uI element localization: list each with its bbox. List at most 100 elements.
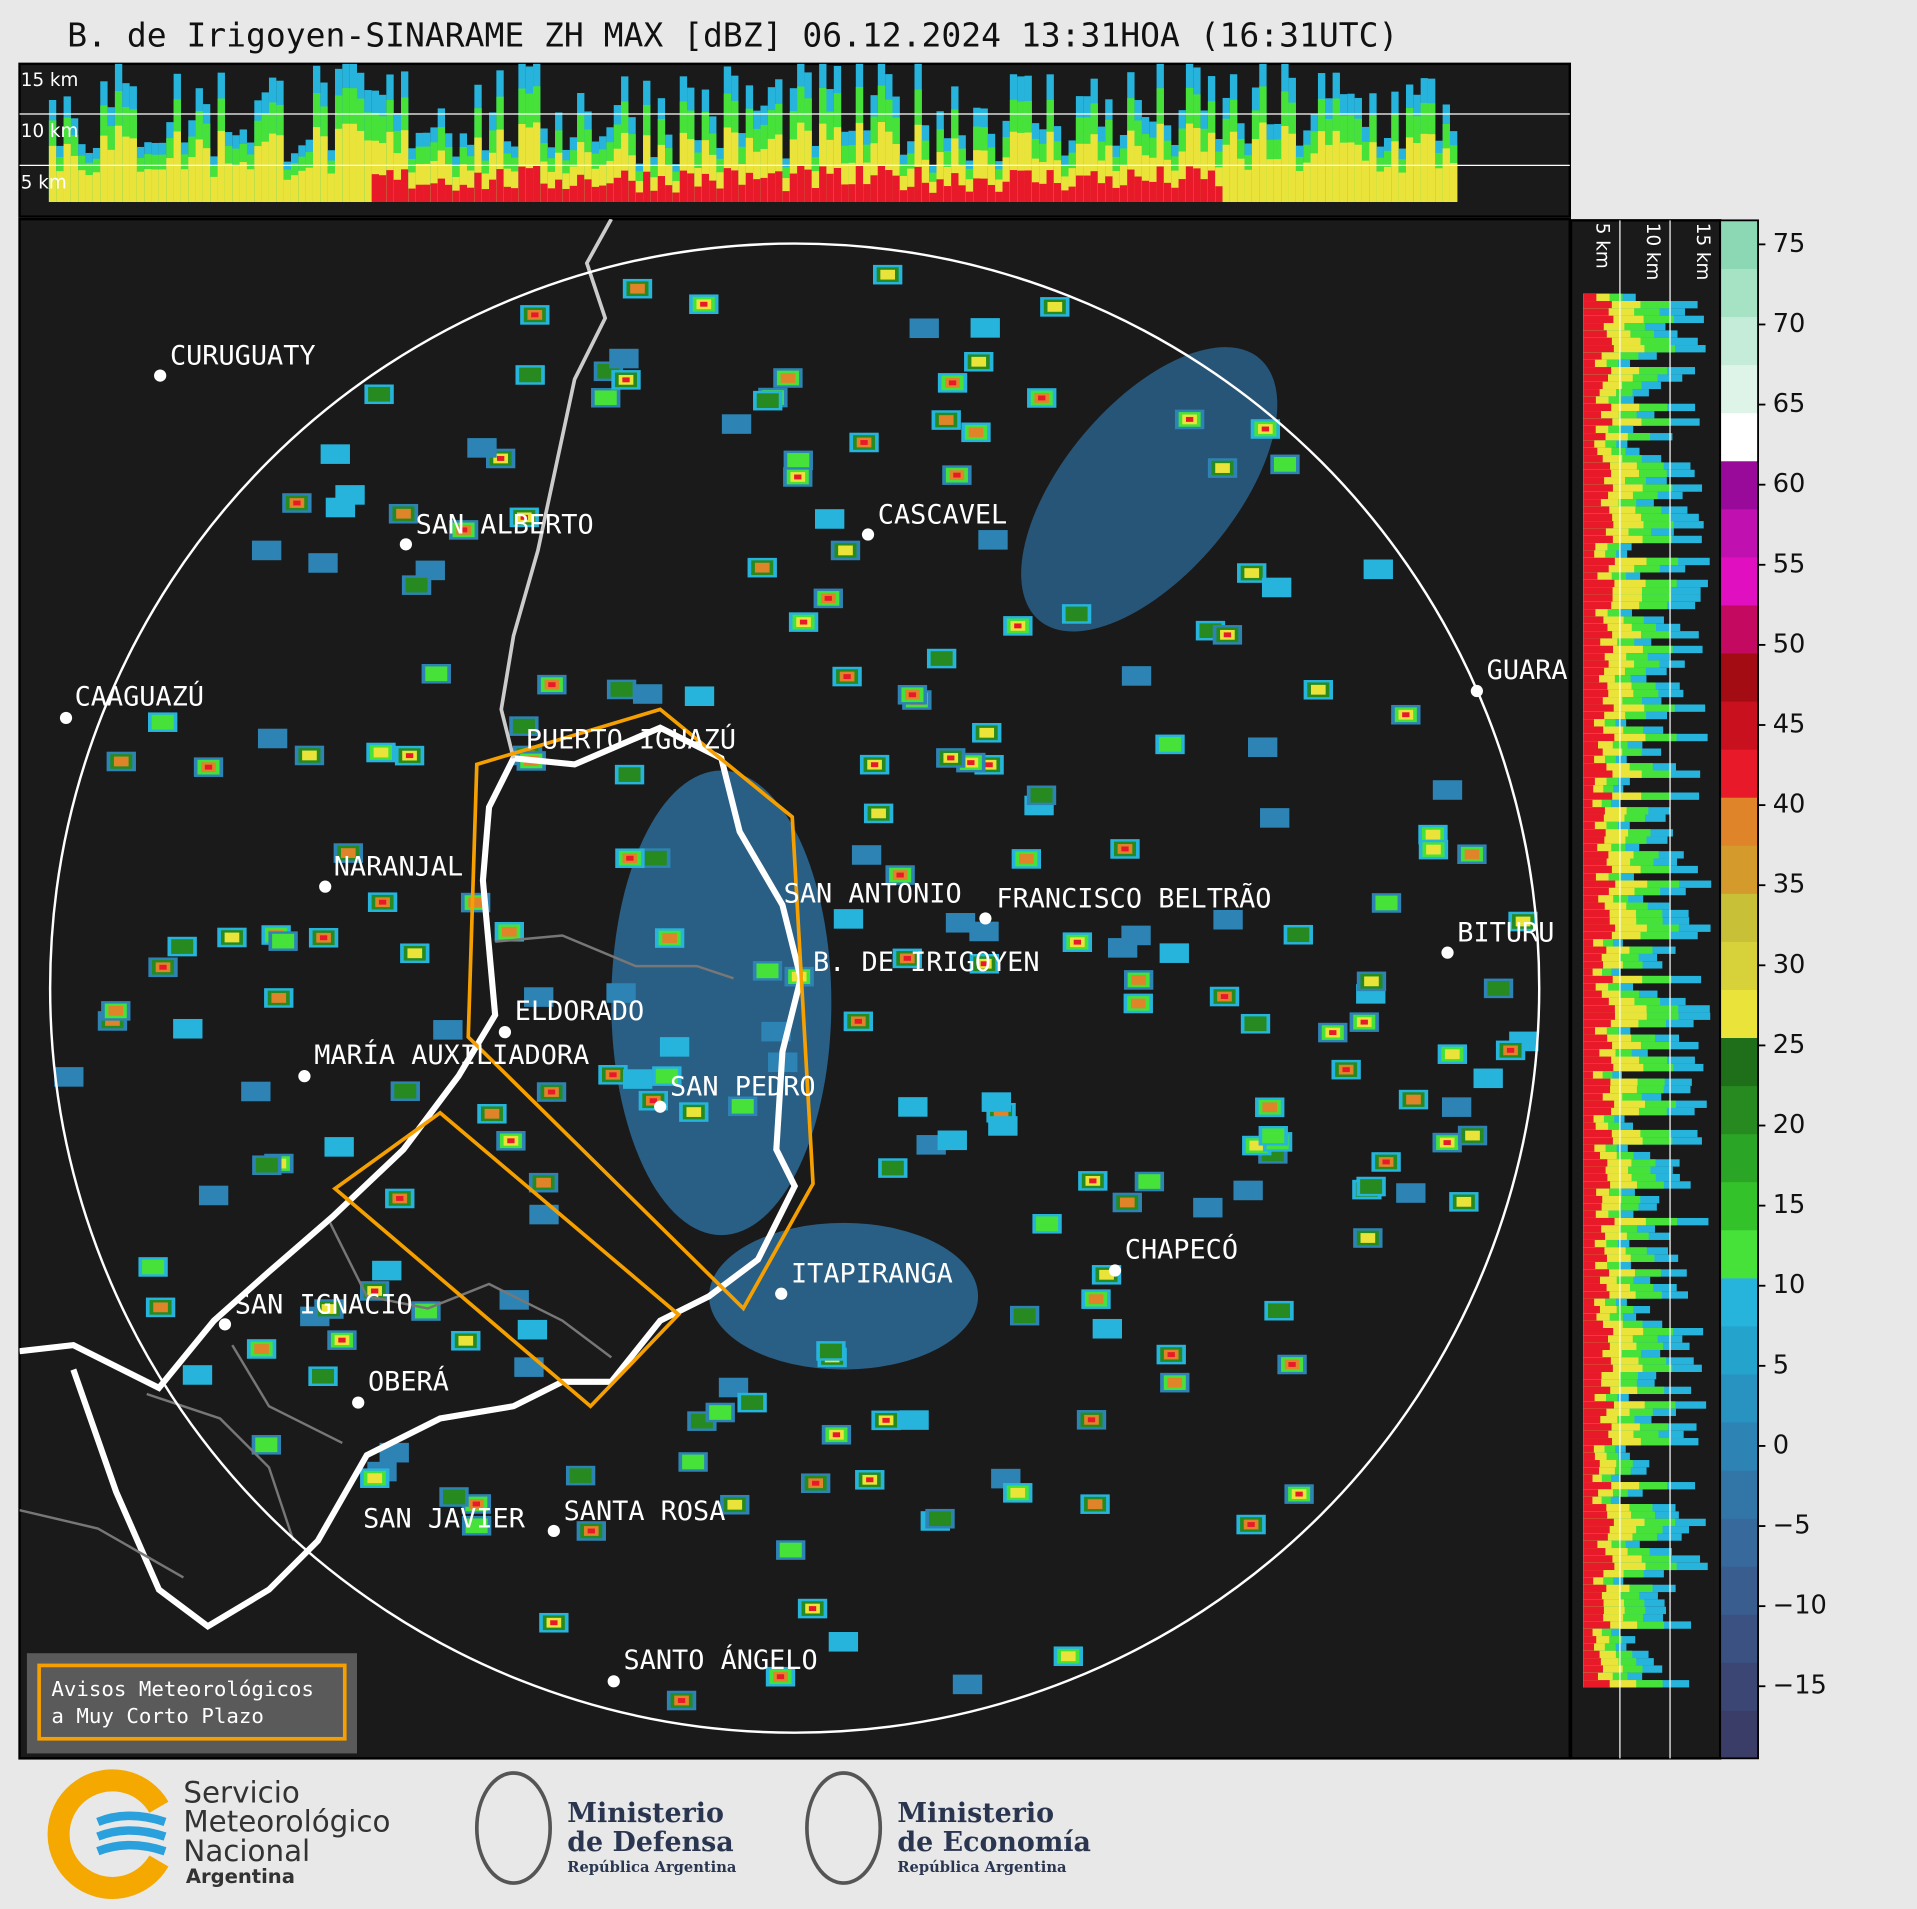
echo: [54, 1067, 84, 1087]
echo: [1583, 513, 1613, 522]
echo: [909, 318, 939, 339]
echo: [1046, 170, 1054, 203]
city-label: SAN PEDRO: [670, 1072, 816, 1103]
echo: [70, 155, 79, 203]
echo: [105, 1016, 120, 1026]
echo: [1207, 170, 1216, 203]
defensa-logo: Ministerio de Defensa República Argentin…: [474, 1771, 737, 1885]
echo: [562, 173, 570, 203]
echo: [1134, 145, 1142, 203]
echo: [863, 184, 871, 203]
echo: [694, 167, 702, 203]
echo: [129, 138, 137, 203]
echo: [1247, 737, 1278, 758]
echo: [467, 187, 475, 203]
echo: [819, 166, 827, 203]
echo: [1583, 1548, 1606, 1556]
echo: [305, 167, 313, 203]
colorbar-band: [1720, 1710, 1759, 1759]
city-dot: [498, 1026, 512, 1039]
city-label: SAN ANTONIO: [784, 879, 962, 910]
echo: [855, 166, 864, 203]
echo: [1583, 645, 1614, 654]
echo: [1363, 559, 1393, 580]
echo: [1073, 939, 1082, 945]
echo: [655, 1068, 678, 1084]
echo: [945, 913, 976, 933]
echo: [709, 154, 717, 203]
echo: [1583, 543, 1596, 551]
warning-text: a Muy Corto Plazo: [51, 1704, 264, 1728]
echo: [1131, 975, 1146, 985]
echo: [826, 173, 834, 203]
echo: [151, 169, 159, 203]
echo: [885, 170, 893, 203]
echo: [833, 909, 864, 929]
echo: [930, 651, 953, 666]
echo: [1583, 1078, 1611, 1086]
echo: [1583, 1159, 1608, 1167]
echo: [782, 178, 790, 203]
echo: [1119, 185, 1128, 203]
echo: [1061, 176, 1069, 203]
echo: [108, 1005, 124, 1016]
echo: [686, 1107, 702, 1117]
echo: [1583, 323, 1604, 331]
echo: [811, 171, 820, 203]
echo: [979, 727, 995, 738]
echo: [1583, 1166, 1606, 1174]
echo: [1583, 579, 1615, 588]
echo: [860, 440, 868, 445]
city-label: SAN IGNACIO: [235, 1289, 413, 1320]
colorbar-band: [1720, 220, 1759, 270]
echo: [1583, 484, 1613, 492]
echo: [577, 142, 585, 203]
echo: [1099, 1269, 1114, 1280]
echo: [1583, 777, 1595, 786]
echo: [1583, 1085, 1611, 1094]
echo: [1002, 181, 1010, 203]
echo: [1215, 167, 1223, 203]
echo: [1583, 1181, 1611, 1189]
echo: [1583, 1012, 1615, 1020]
echo: [767, 173, 776, 203]
echo: [1583, 521, 1614, 529]
echo: [995, 179, 1003, 203]
echo: [1149, 181, 1157, 203]
echo: [1583, 1408, 1607, 1417]
colorbar-band: [1720, 508, 1759, 558]
echo: [965, 179, 974, 203]
colorbar-band: [1720, 364, 1759, 414]
echo: [606, 983, 636, 1003]
map-content: CURUGUATY SAN ALBERTO CASCAVEL CAAGUAZÚ GUAR…: [19, 219, 1568, 1734]
echo: [1087, 1417, 1096, 1423]
echo: [425, 666, 448, 682]
city-label: CURUGUATY: [170, 341, 316, 372]
echo: [980, 178, 988, 203]
echo: [1442, 148, 1450, 203]
echo: [1047, 301, 1063, 312]
echo: [789, 173, 798, 203]
echo: [547, 188, 556, 203]
echo: [312, 127, 321, 203]
echo: [1583, 1335, 1609, 1343]
echo: [587, 1528, 595, 1534]
echo: [877, 165, 886, 203]
echo: [1014, 623, 1022, 629]
echo: [151, 714, 174, 730]
colorbar-band: [1720, 1662, 1759, 1711]
echo: [452, 177, 460, 203]
echo: [1583, 396, 1596, 404]
echo: [1185, 166, 1194, 203]
height-label: 5 km: [21, 173, 67, 194]
echo: [1167, 1352, 1175, 1358]
echo: [988, 1116, 1018, 1136]
echo: [1583, 301, 1641, 309]
echo: [938, 415, 954, 425]
echo: [1090, 171, 1098, 203]
echo: [1583, 887, 1609, 896]
colorbar-band: [1720, 316, 1759, 366]
echo: [828, 1632, 859, 1652]
echo: [1360, 1179, 1383, 1194]
echo: [1583, 638, 1601, 646]
